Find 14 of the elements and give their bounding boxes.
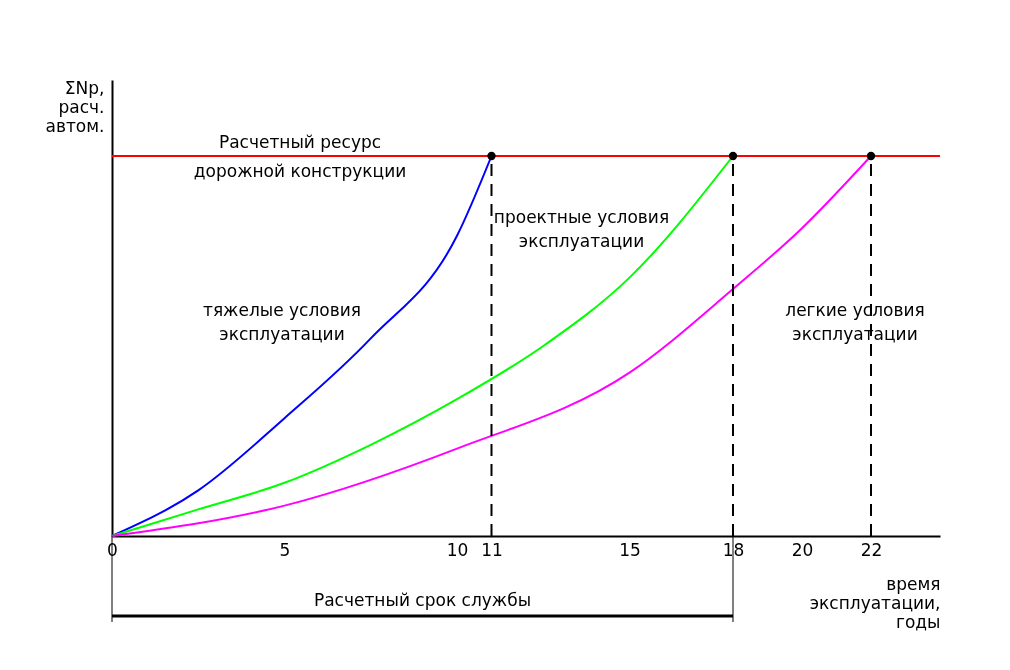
y-axis-title: ΣNp, расч. автом. [45,77,105,136]
x-tick-label: 15 [619,539,641,560]
x-tick-label: 18 [722,539,745,560]
x-tick-label: 0 [107,539,118,560]
series-label: проектные условия эксплуатации [493,206,670,251]
x-axis-title: время эксплуатации, годы [809,573,941,632]
x-tick-label: 10 [446,539,469,560]
x-tick-label: 22 [860,539,883,560]
x-tick-label: 11 [481,539,503,560]
x-tick-label: 20 [791,539,814,560]
text: Расчетный срок службы [313,590,532,610]
ref-line-label: Расчетный ресурс дорожной конструкции [193,132,407,181]
series-label: тяжелые условия эксплуатации [202,299,362,344]
x-tick-label: 5 [279,539,291,560]
